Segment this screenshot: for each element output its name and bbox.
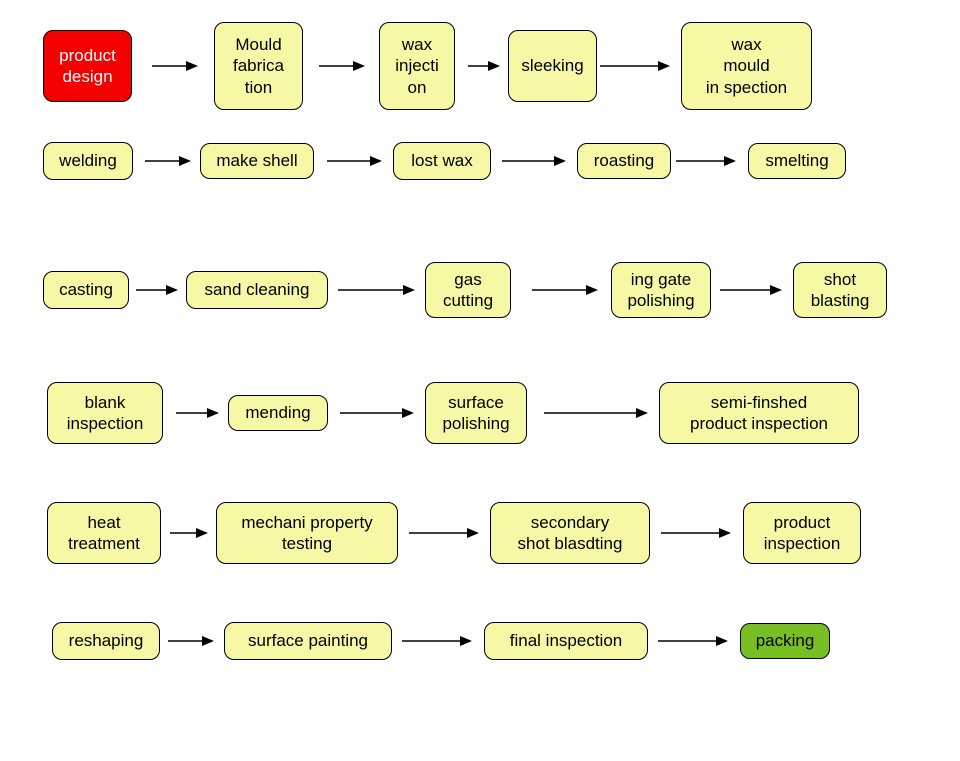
flow-node: surface painting	[224, 622, 392, 660]
flow-row-2: casting sand cleaning gas cutting ing gate …	[0, 262, 960, 318]
arrow-right-icon	[152, 59, 198, 73]
flow-row-5: reshaping surface painting final inspectio…	[0, 622, 960, 660]
flow-node: sand cleaning	[186, 271, 328, 309]
flow-node: smelting	[748, 143, 846, 179]
arrow-right-icon	[658, 634, 728, 648]
arrow-right-icon	[720, 283, 782, 297]
arrow-right-icon	[532, 283, 598, 297]
arrow-right-icon	[468, 59, 500, 73]
flow-node: final inspection	[484, 622, 648, 660]
flow-node: product design	[43, 30, 132, 102]
flow-node: lost wax	[393, 142, 491, 180]
flow-node: product inspection	[743, 502, 861, 564]
arrow-right-icon	[136, 283, 178, 297]
flow-node: casting	[43, 271, 129, 309]
arrow-right-icon	[340, 406, 414, 420]
arrow-right-icon	[170, 526, 208, 540]
arrow-right-icon	[502, 154, 566, 168]
flow-node: ing gate polishing	[611, 262, 711, 318]
arrow-right-icon	[676, 154, 736, 168]
flow-node: packing	[740, 623, 830, 659]
arrow-right-icon	[402, 634, 472, 648]
arrow-right-icon	[319, 59, 365, 73]
flow-node: shot blasting	[793, 262, 887, 318]
arrow-right-icon	[409, 526, 479, 540]
arrow-right-icon	[338, 283, 415, 297]
flow-node: Mould fabrica tion	[214, 22, 303, 110]
flow-node: blank inspection	[47, 382, 163, 444]
arrow-right-icon	[600, 59, 670, 73]
arrow-right-icon	[176, 406, 219, 420]
flow-node: mending	[228, 395, 328, 431]
arrow-right-icon	[327, 154, 382, 168]
flow-node: welding	[43, 142, 133, 180]
flowchart-canvas: product design Mould fabrica tion wax inje…	[0, 0, 960, 761]
arrow-right-icon	[661, 526, 731, 540]
flow-row-4: heat treatment mechani property testing se…	[0, 502, 960, 564]
flow-node: mechani property testing	[216, 502, 398, 564]
flow-node: heat treatment	[47, 502, 161, 564]
flow-node: roasting	[577, 143, 671, 179]
arrow-right-icon	[544, 406, 648, 420]
flow-row-3: blank inspection mending surface polishing…	[0, 382, 960, 444]
flow-node: sleeking	[508, 30, 597, 102]
flow-node: secondary shot blasdting	[490, 502, 650, 564]
flow-node: wax injecti on	[379, 22, 455, 110]
flow-node: make shell	[200, 143, 314, 179]
flow-node: surface polishing	[425, 382, 527, 444]
arrow-right-icon	[168, 634, 214, 648]
flow-node: gas cutting	[425, 262, 511, 318]
flow-row-0: product design Mould fabrica tion wax inje…	[0, 22, 960, 110]
flow-node: semi-finshed product inspection	[659, 382, 859, 444]
flow-node: wax mould in spection	[681, 22, 812, 110]
flow-node: reshaping	[52, 622, 160, 660]
arrow-right-icon	[145, 154, 191, 168]
flow-row-1: welding make shell lost wax roasting smeltin…	[0, 142, 960, 180]
